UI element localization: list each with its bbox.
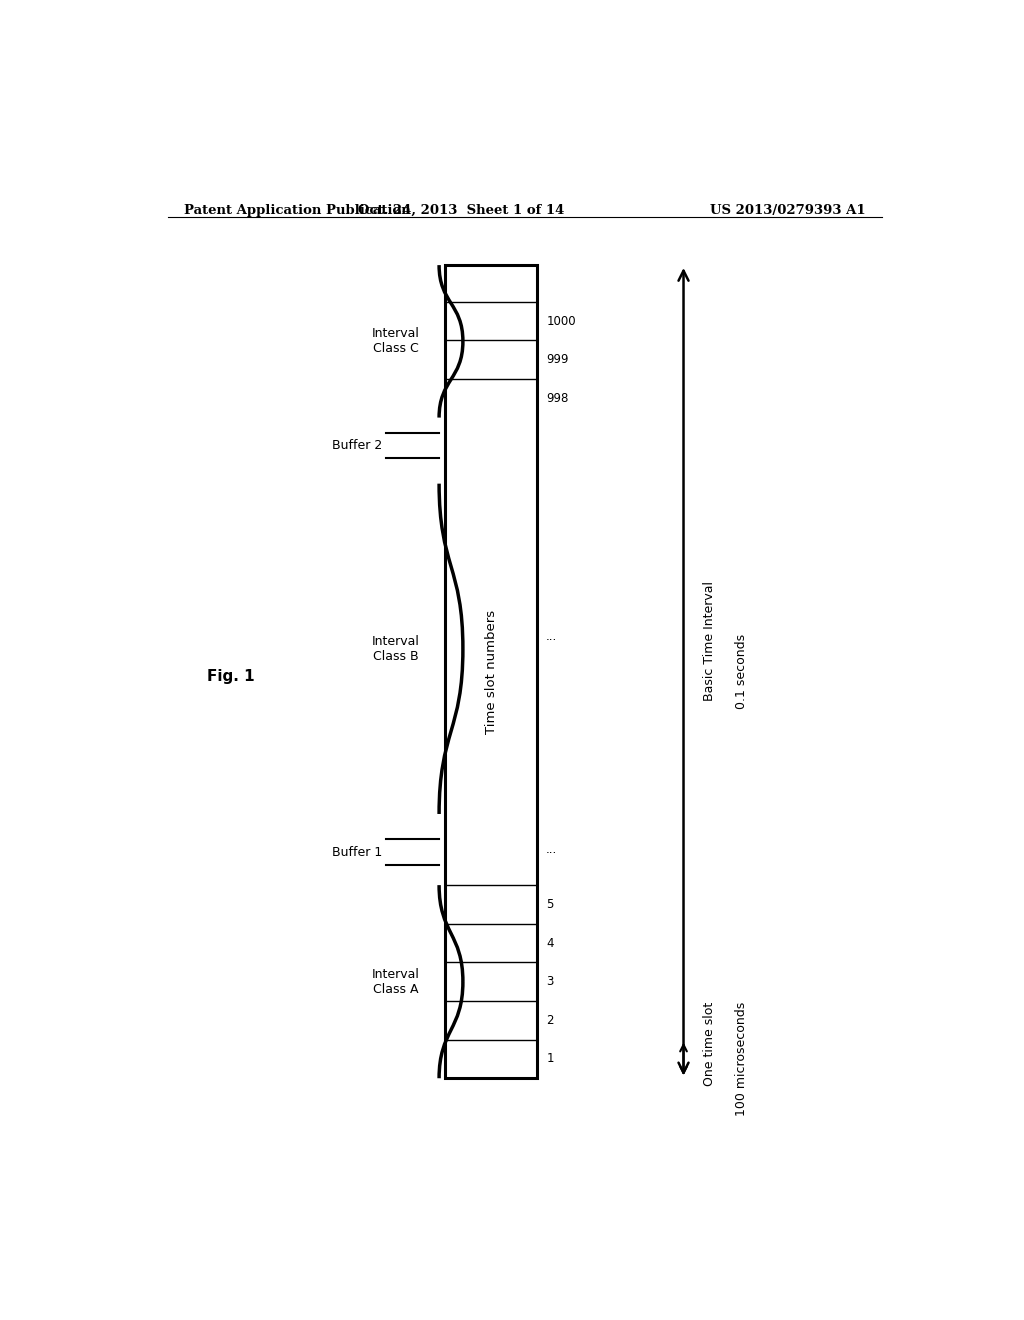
Text: 999: 999 — [546, 354, 568, 366]
Text: Interval
Class A: Interval Class A — [372, 968, 420, 995]
Text: Fig. 1: Fig. 1 — [207, 669, 255, 684]
Text: US 2013/0279393 A1: US 2013/0279393 A1 — [711, 205, 866, 216]
Text: Buffer 2: Buffer 2 — [332, 440, 382, 451]
Text: Oct. 24, 2013  Sheet 1 of 14: Oct. 24, 2013 Sheet 1 of 14 — [358, 205, 564, 216]
Text: ...: ... — [546, 630, 557, 643]
Text: Time slot numbers: Time slot numbers — [484, 610, 498, 734]
Text: Interval
Class B: Interval Class B — [372, 635, 420, 663]
Text: ...: ... — [546, 843, 557, 857]
Text: 1: 1 — [546, 1052, 554, 1065]
Text: 998: 998 — [546, 392, 568, 405]
Text: Basic Time Interval: Basic Time Interval — [703, 581, 717, 701]
Text: 5: 5 — [546, 898, 554, 911]
Text: 4: 4 — [546, 937, 554, 949]
Text: 2: 2 — [546, 1014, 554, 1027]
Text: Buffer 1: Buffer 1 — [332, 846, 382, 858]
Text: Interval
Class C: Interval Class C — [372, 327, 420, 355]
Text: 3: 3 — [546, 975, 554, 989]
Text: 1000: 1000 — [546, 314, 575, 327]
Text: 100 microseconds: 100 microseconds — [735, 1002, 749, 1115]
Text: One time slot: One time slot — [703, 1002, 717, 1086]
Bar — [445, 265, 537, 1078]
Text: Patent Application Publication: Patent Application Publication — [183, 205, 411, 216]
Text: 0.1 seconds: 0.1 seconds — [735, 634, 749, 709]
